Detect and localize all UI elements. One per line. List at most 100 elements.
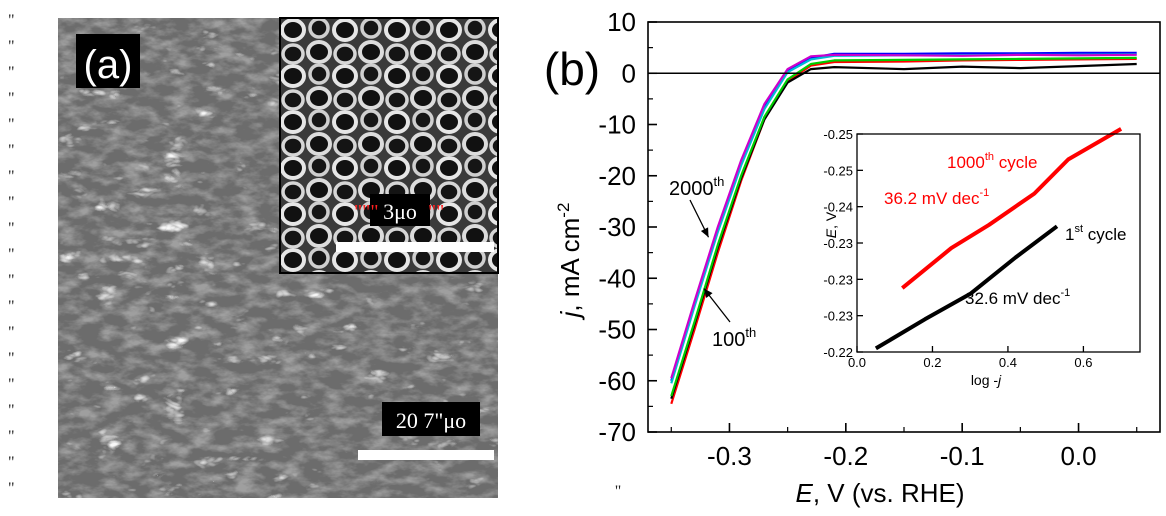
inset-x-tick-label: 0.6 bbox=[1074, 355, 1092, 370]
inset-annotation-red-slope-sup: -1 bbox=[979, 187, 989, 199]
main-y-tick-label: -70 bbox=[598, 417, 636, 447]
inset-annotation-1000th-sup: th bbox=[985, 151, 994, 163]
inset-x-axis-label: log -j bbox=[971, 372, 1002, 388]
main-x-tick-label: -0.2 bbox=[823, 441, 868, 471]
annotation-100th-sup: th bbox=[745, 325, 756, 340]
inset-series-line-1 bbox=[874, 224, 1059, 351]
stray-quote-mark: " bbox=[8, 116, 15, 133]
stray-quote-mark: " bbox=[8, 194, 15, 211]
annotation-100th: 100th bbox=[703, 288, 756, 351]
main-x-label-rest: , V (vs. RHE) bbox=[813, 478, 965, 508]
polarization-panel: (b) " -0.3 -0.2 -0.1 0.0 -70-60-50-40-30-20… bbox=[544, 7, 1161, 508]
main-y-tick-label: 0 bbox=[622, 58, 636, 88]
main-series-line-2 bbox=[670, 56, 1137, 397]
inset-scale-label: 3μo bbox=[383, 199, 417, 224]
stray-quote-mark: " bbox=[8, 272, 15, 289]
stray-quote-mark: " bbox=[8, 350, 15, 367]
inset-annotation-1000th-number: 1000 bbox=[947, 153, 985, 172]
inset-red-mark-left: """ bbox=[354, 201, 379, 223]
main-scale-bar bbox=[358, 450, 494, 460]
inset-x-label-italic: j bbox=[996, 372, 1002, 388]
main-x-tick-label: -0.1 bbox=[940, 441, 985, 471]
stray-quote-mark: " bbox=[8, 90, 15, 107]
inset-x-ticks: 0.0 0.2 0.4 0.6 bbox=[848, 346, 1092, 370]
stray-quote-mark: " bbox=[615, 483, 622, 500]
inset-annotation-black-slope-sup: -1 bbox=[1060, 287, 1070, 299]
inset-border bbox=[279, 17, 499, 274]
inset-annotation-1st-number: 1 bbox=[1065, 225, 1074, 244]
main-x-tick-label: -0.3 bbox=[707, 441, 752, 471]
annotation-2000th-sup: th bbox=[714, 174, 725, 189]
stray-quote-mark: " bbox=[8, 12, 15, 29]
stray-quote-mark: " bbox=[8, 480, 15, 497]
inset-y-tick-label: -0.22 bbox=[823, 345, 853, 360]
inset-annotation-1000th-cycle: 1000th cycle bbox=[947, 151, 1037, 172]
sem-inset: """ "" 3μo bbox=[279, 17, 499, 274]
annotation-2000th: 2000th bbox=[669, 174, 725, 238]
inset-x-tick-label: 0.2 bbox=[923, 355, 941, 370]
main-series-group bbox=[670, 51, 1137, 405]
panel-a-label-box bbox=[76, 34, 140, 88]
stray-quote-mark: " bbox=[8, 38, 15, 55]
inset-y-tick-label: -0.23 bbox=[823, 309, 853, 324]
inset-y-tick-label: -0.23 bbox=[823, 272, 853, 287]
main-y-tick-label: -20 bbox=[598, 161, 636, 191]
inset-scale-bar bbox=[336, 242, 494, 252]
main-scale-label-box bbox=[382, 402, 480, 436]
main-y-tick-label: -40 bbox=[598, 263, 636, 293]
inset-annotation-red-slope: 36.2 mV dec-1 bbox=[884, 187, 989, 208]
inset-y-tick-label: -0.24 bbox=[823, 200, 853, 215]
main-y-label-rest: , mA cm bbox=[555, 218, 585, 312]
annotation-100th-number: 100 bbox=[712, 329, 745, 351]
stray-quote-mark: " bbox=[8, 402, 15, 419]
main-scale-label: 20 7"μo bbox=[396, 408, 466, 433]
inset-scale-label-box bbox=[370, 194, 430, 226]
inset-annotation-1st-rest: cycle bbox=[1083, 225, 1126, 244]
inset-y-axis-label: E, V bbox=[823, 211, 839, 238]
stray-quote-mark: " bbox=[8, 168, 15, 185]
main-y-tick-label: -60 bbox=[598, 366, 636, 396]
stray-quote-mark: " bbox=[8, 298, 15, 315]
stray-quote-mark: " bbox=[8, 246, 15, 263]
main-x-axis-label: E, V (vs. RHE) bbox=[795, 478, 964, 508]
main-y-tick-label: -50 bbox=[598, 315, 636, 345]
main-y-ticks: -70 -60 -50 -40 -30 -20 -10 0 10 bbox=[598, 7, 657, 447]
inset-y-tick-label: -0.25 bbox=[823, 163, 853, 178]
main-x-label-italic: E bbox=[795, 478, 813, 508]
main-series-line-5 bbox=[670, 53, 1137, 379]
inset-annotation-black-slope-text: 32.6 mV dec bbox=[965, 289, 1061, 308]
main-y-tick-label: 10 bbox=[607, 7, 636, 37]
inset-annotation-1st-cycle: 1st cycle bbox=[1065, 223, 1127, 244]
inset-x-tick-label: 0.0 bbox=[848, 355, 866, 370]
main-y-axis-label: j, mA cm-2 bbox=[554, 203, 585, 321]
nanotube-rings bbox=[280, 18, 498, 273]
main-y-tick-label: -10 bbox=[598, 110, 636, 140]
inset-annotation-1000th-rest: cycle bbox=[994, 153, 1037, 172]
inset-annotation-red-slope-text: 36.2 mV dec bbox=[884, 189, 980, 208]
main-y-label-sup: -2 bbox=[554, 203, 573, 218]
stray-quote-mark: " bbox=[8, 220, 15, 237]
stray-quote-mark: " bbox=[8, 64, 15, 81]
stray-quote-mark: " bbox=[8, 376, 15, 393]
inset-y-label-rest: , V bbox=[823, 211, 839, 229]
inset-y-tick-label: -0.25 bbox=[823, 127, 853, 142]
inset-series-group bbox=[874, 127, 1123, 351]
annotation-2000th-number: 2000 bbox=[669, 178, 714, 200]
inset-x-tick-label: 0.4 bbox=[999, 355, 1017, 370]
inset-annotation-1st-sup: st bbox=[1074, 223, 1083, 235]
main-plot: -0.3 -0.2 -0.1 0.0 -70-60-50-40-30-20-10010… bbox=[554, 7, 1161, 508]
stray-quote-mark: " bbox=[8, 324, 15, 341]
stray-quote-mark: " bbox=[8, 428, 15, 445]
inset-x-label-text: log - bbox=[971, 372, 999, 388]
main-x-ticks: -0.3 -0.2 -0.1 0.0 bbox=[670, 423, 1138, 471]
annotation-2000th-arrowhead bbox=[700, 227, 709, 238]
inset-background bbox=[813, 124, 1156, 384]
main-x-tick-label: 0.0 bbox=[1060, 441, 1096, 471]
inset-y-ticks: -0.25 -0.25 -0.24 -0.23 -0.23 -0.23 -0.22 bbox=[823, 127, 863, 360]
stray-quote-mark: " bbox=[8, 454, 15, 471]
stray-quote-column: " " " " " " " " " " " " " " " " " " " bbox=[8, 8, 22, 502]
inset-series-line-0 bbox=[901, 127, 1123, 290]
panel-b-label: (b) bbox=[544, 43, 600, 95]
annotation-100th-text: 100th bbox=[712, 325, 756, 351]
